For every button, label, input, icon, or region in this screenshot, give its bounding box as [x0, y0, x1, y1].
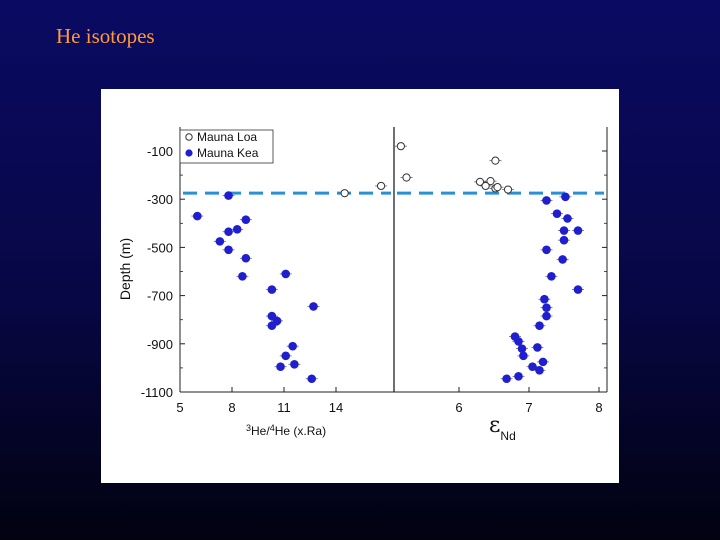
right-mauna-kea-point: [535, 366, 544, 375]
left-mauna-kea-point: [241, 215, 251, 224]
x-label-sup-4: 4: [270, 423, 275, 433]
right-mauna-kea-point: [540, 294, 549, 304]
right-mauna-kea-point: [542, 245, 551, 255]
right-mauna-kea-point: [547, 272, 556, 281]
left-mauna-kea-point: [281, 269, 291, 279]
legend-marker-open: [185, 133, 193, 141]
right-mauna-kea-point: [558, 255, 567, 264]
right-mauna-loa-point: [491, 156, 500, 165]
x-tick-label-left: 8: [228, 400, 235, 415]
right-mauna-loa-point: [486, 177, 495, 186]
right-mauna-kea-point: [514, 337, 523, 346]
y-tick-label: -300: [147, 192, 173, 207]
right-mauna-kea-point: [559, 226, 569, 235]
left-mauna-kea-point: [241, 253, 251, 263]
left-mauna-kea-point: [309, 302, 318, 311]
y-tick-label: -500: [147, 240, 173, 255]
right-mauna-kea-point: [573, 226, 583, 235]
legend-label-mauna-kea: Mauna Kea: [197, 146, 259, 160]
legend: Mauna Loa Mauna Kea: [179, 129, 274, 164]
right-mauna-kea-point: [514, 372, 523, 381]
right-mauna-loa-point: [402, 173, 411, 182]
x-tick-label-right: 6: [455, 400, 462, 415]
right-mauna-kea-point: [517, 344, 527, 353]
right-mauna-kea-point: [542, 303, 551, 312]
left-mauna-kea-point: [267, 285, 277, 294]
right-mauna-kea-point: [563, 214, 572, 223]
left-mauna-kea-point: [238, 272, 247, 281]
left-mauna-kea-point: [276, 362, 285, 371]
right-mauna-loa-point: [481, 181, 490, 191]
right-mauna-loa-point: [503, 185, 513, 194]
figure-panel: -100 -300 -500 -700 -900 -1100 5 8 11 14 6 7 8 Mauna…: [101, 89, 619, 483]
x-label-epsilon: ε: [489, 413, 500, 438]
slide-title: He isotopes: [56, 24, 155, 48]
legend-box: [179, 129, 274, 164]
plot-frames: [179, 127, 608, 393]
y-tick-label: -100: [147, 144, 173, 159]
legend-marker-filled: [185, 149, 193, 157]
x-label-he-slash: He/: [251, 424, 270, 438]
x-label-nd: Nd: [500, 429, 515, 443]
left-mauna-kea-point: [288, 341, 297, 351]
right-mauna-kea-point: [502, 374, 511, 384]
left-mauna-kea-point: [193, 211, 202, 221]
x-tick-label-left: 14: [329, 400, 343, 415]
legend-label-mauna-loa: Mauna Loa: [197, 130, 257, 144]
left-mauna-kea-point: [224, 245, 233, 255]
y-tick-label: -700: [147, 289, 173, 304]
data-points: [191, 142, 584, 384]
left-mauna-kea-point: [232, 225, 242, 234]
x-tick-label-left: 11: [277, 400, 291, 415]
x-tick-label-right: 7: [525, 400, 532, 415]
right-mauna-kea-point: [528, 362, 537, 371]
right-mauna-kea-point: [519, 351, 528, 361]
left-mauna-kea-point: [267, 321, 277, 331]
x-label-sup-3: 3: [246, 423, 251, 433]
right-mauna-kea-point: [542, 311, 551, 321]
y-axis-label: Depth (m): [117, 238, 133, 300]
left-mauna-kea-point: [224, 191, 233, 200]
right-mauna-kea-point: [533, 343, 542, 352]
left-mauna-kea-point: [215, 237, 225, 246]
x-tick-label-right: 8: [595, 400, 602, 415]
left-mauna-kea-point: [307, 374, 317, 384]
y-tick-label: -900: [147, 337, 173, 352]
right-mauna-kea-point: [573, 285, 583, 294]
right-mauna-kea-point: [559, 235, 569, 245]
left-mauna-kea-point: [290, 359, 299, 369]
right-mauna-kea-point: [535, 321, 544, 331]
x-label-he-xra: He (x.Ra): [275, 424, 326, 438]
right-mauna-loa-point: [493, 183, 502, 192]
left-mauna-kea-point: [224, 227, 233, 237]
x-axis-label-right: εNd: [489, 413, 516, 443]
x-tick-label-left: 5: [176, 400, 183, 415]
right-mauna-kea-point: [542, 196, 551, 205]
right-mauna-kea-point: [552, 209, 562, 218]
right-mauna-kea-point: [538, 357, 548, 367]
y-tick-label: -1100: [141, 385, 173, 400]
right-mauna-loa-point: [475, 177, 485, 186]
left-mauna-loa-point: [340, 189, 349, 198]
right-mauna-loa-point: [396, 142, 405, 151]
left-mauna-loa-point: [376, 181, 386, 191]
right-mauna-kea-point: [561, 192, 570, 202]
x-axis-label-left: 3He/4He (x.Ra): [246, 423, 326, 438]
left-mauna-kea-point: [281, 351, 291, 361]
